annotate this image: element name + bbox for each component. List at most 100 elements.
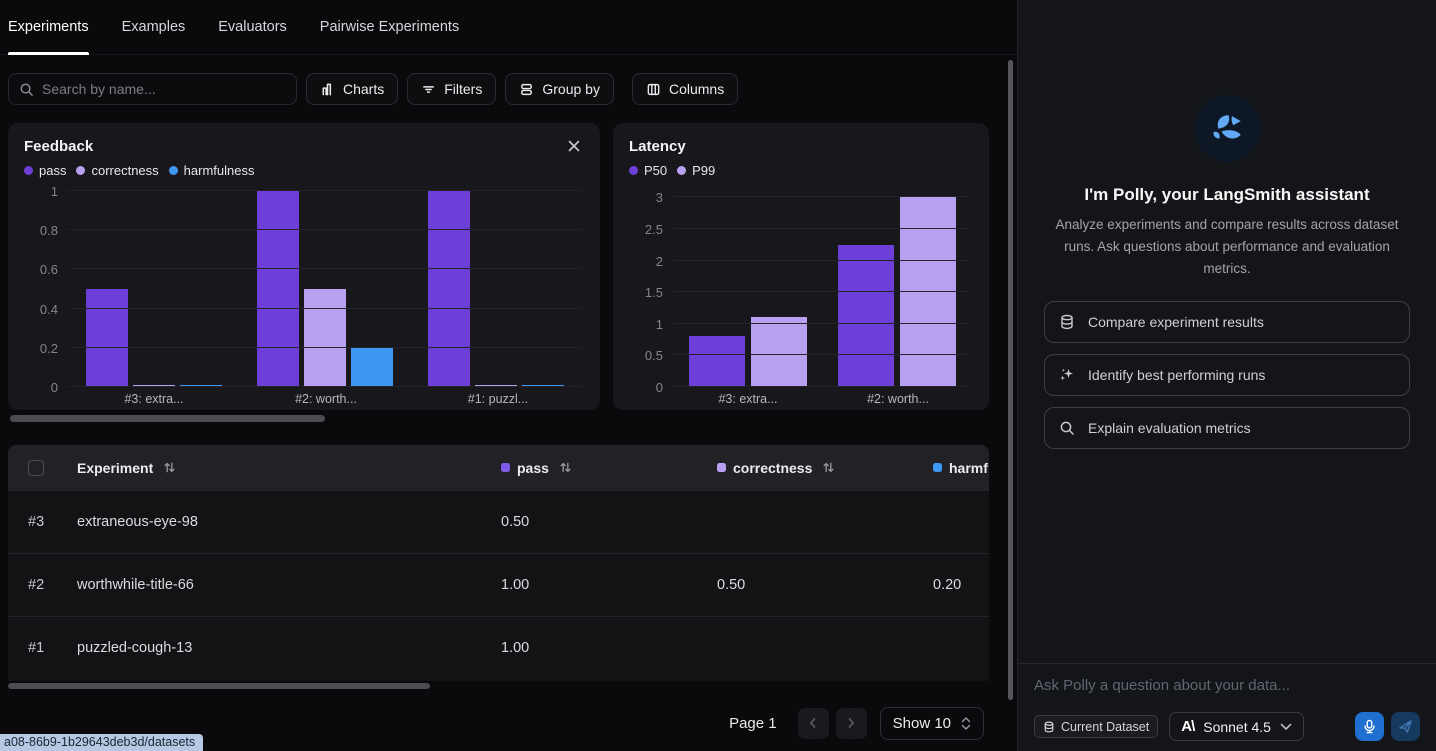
next-page-button[interactable] (835, 707, 867, 739)
gridline (673, 259, 971, 261)
bar-P99[interactable] (750, 317, 807, 387)
select-all-checkbox[interactable] (28, 459, 44, 476)
charts-button[interactable]: Charts (306, 73, 399, 105)
tab-experiments[interactable]: Experiments (8, 0, 89, 55)
filter-icon (421, 82, 436, 97)
y-tick-label: 1 (50, 184, 58, 199)
experiment-rank: #2 (28, 577, 45, 593)
table-horizontal-scrollbar[interactable] (8, 683, 430, 689)
bar-pass[interactable] (85, 289, 128, 387)
charts-horizontal-scrollbar[interactable] (10, 415, 325, 422)
table-header-row: Experiment pass correctness (8, 445, 989, 490)
chevron-down-icon (1280, 723, 1292, 731)
y-tick-label: 1 (655, 316, 663, 332)
sort-icon (822, 461, 835, 474)
dataset-chip-label: Current Dataset (1061, 719, 1150, 734)
send-button[interactable] (1391, 712, 1420, 741)
group-by-button[interactable]: Group by (505, 73, 614, 105)
column-header-harmfulness[interactable]: harmf (920, 460, 989, 476)
bar-pass[interactable] (428, 191, 471, 387)
filters-button[interactable]: Filters (407, 73, 497, 105)
column-header-correctness[interactable]: correctness (704, 460, 920, 476)
legend-dot (677, 165, 687, 175)
column-label: correctness (733, 459, 813, 476)
gridline (68, 268, 582, 270)
column-header-experiment[interactable]: Experiment (64, 460, 488, 476)
database-icon (1059, 314, 1075, 330)
x-tick-label: #2: worth... (295, 392, 357, 406)
legend-item-P50[interactable]: P50 (629, 163, 667, 178)
table-row[interactable]: #1 puzzled-cough-13 1.00 (8, 616, 989, 679)
columns-button[interactable]: Columns (631, 73, 739, 105)
bar-group (85, 191, 222, 387)
pass-color-dot (501, 463, 510, 472)
bar-P50[interactable] (837, 244, 894, 387)
current-dataset-chip[interactable]: Current Dataset (1034, 715, 1159, 738)
y-tick-label: 2.5 (644, 221, 663, 237)
suggestion-explain-metrics[interactable]: Explain evaluation metrics (1044, 407, 1410, 449)
bar-P50[interactable] (688, 336, 745, 387)
polly-input-area: Current Dataset A\ Sonnet 4.5 (1018, 663, 1436, 751)
search-icon (1059, 420, 1075, 436)
experiment-rank: #1 (28, 640, 45, 656)
bar-harmfulness[interactable] (350, 347, 393, 387)
y-tick-label: 2 (655, 253, 663, 269)
suggestion-best-runs[interactable]: Identify best performing runs (1044, 354, 1410, 396)
y-tick-label: 0 (655, 380, 663, 395)
search-input[interactable] (42, 81, 286, 97)
gridline (68, 229, 582, 231)
legend-label: P50 (644, 162, 668, 178)
link-preview-tooltip: a08-86b9-1b29643deb3d/datasets (0, 734, 204, 751)
y-tick-label: 1.5 (644, 285, 663, 301)
tab-evaluators[interactable]: Evaluators (218, 19, 287, 35)
updown-caret-icon (961, 716, 971, 730)
close-icon[interactable] (564, 136, 584, 156)
suggestion-compare-results[interactable]: Compare experiment results (1044, 301, 1410, 343)
sort-icon (559, 461, 572, 474)
filters-button-label: Filters (444, 81, 483, 97)
column-header-pass[interactable]: pass (488, 460, 704, 476)
toolbar: Charts Filters Group by Columns (8, 73, 739, 105)
database-icon (1043, 721, 1055, 733)
legend-item-pass[interactable]: pass (24, 163, 66, 178)
voice-input-button[interactable] (1355, 712, 1384, 741)
charts-button-label: Charts (343, 81, 385, 97)
bar-correctness[interactable] (303, 289, 346, 387)
table-row[interactable]: #2 worthwhile-title-66 1.00 0.50 0.20 (8, 553, 989, 616)
y-tick-label: 0 (50, 380, 58, 395)
column-label: Experiment (77, 459, 154, 476)
gridline (673, 354, 971, 356)
anthropic-logo-icon: A\ (1181, 718, 1195, 735)
experiment-name: extraneous-eye-98 (77, 514, 198, 530)
bar-pass[interactable] (256, 191, 299, 387)
y-axis: 3 2.5 2 1.5 1 0.5 0 (629, 190, 673, 395)
gridline (68, 190, 582, 191)
microphone-icon (1364, 719, 1375, 734)
main-vertical-scrollbar[interactable] (1008, 60, 1013, 700)
table-row[interactable]: #3 extraneous-eye-98 0.50 (8, 490, 989, 553)
tab-pairwise-experiments[interactable]: Pairwise Experiments (319, 19, 460, 35)
langsmith-logo-avatar (1193, 95, 1261, 162)
model-select[interactable]: A\ Sonnet 4.5 (1169, 712, 1304, 741)
previous-page-button[interactable] (797, 707, 829, 739)
correctness-value: 0.50 (717, 577, 746, 593)
assistant-title: I'm Polly, your LangSmith assistant (1084, 185, 1370, 204)
polly-question-input[interactable] (1034, 677, 1420, 694)
legend-item-correctness[interactable]: correctness (76, 162, 159, 178)
bar-chart-icon (320, 82, 335, 97)
legend-item-P99[interactable]: P99 (677, 163, 715, 178)
search-box[interactable] (8, 73, 297, 105)
page-size-select[interactable]: Show 10 (879, 706, 984, 740)
columns-icon (646, 82, 661, 97)
legend-item-harmfulness[interactable]: harmfulness (168, 163, 254, 178)
gridline (673, 291, 971, 293)
legend-label: P99 (692, 162, 716, 178)
legend-label: correctness (91, 162, 159, 178)
model-name: Sonnet 4.5 (1203, 718, 1271, 735)
latency-chart-card: Latency P50 P99 3 2.5 2 1.5 1 0.5 0 #3: extra..… (613, 123, 989, 410)
dataset-tabbar: Experiments Examples Evaluators Pairwise… (0, 0, 1017, 55)
gridline (673, 227, 971, 229)
group-rows-icon (519, 82, 534, 97)
tab-examples[interactable]: Examples (121, 19, 186, 35)
